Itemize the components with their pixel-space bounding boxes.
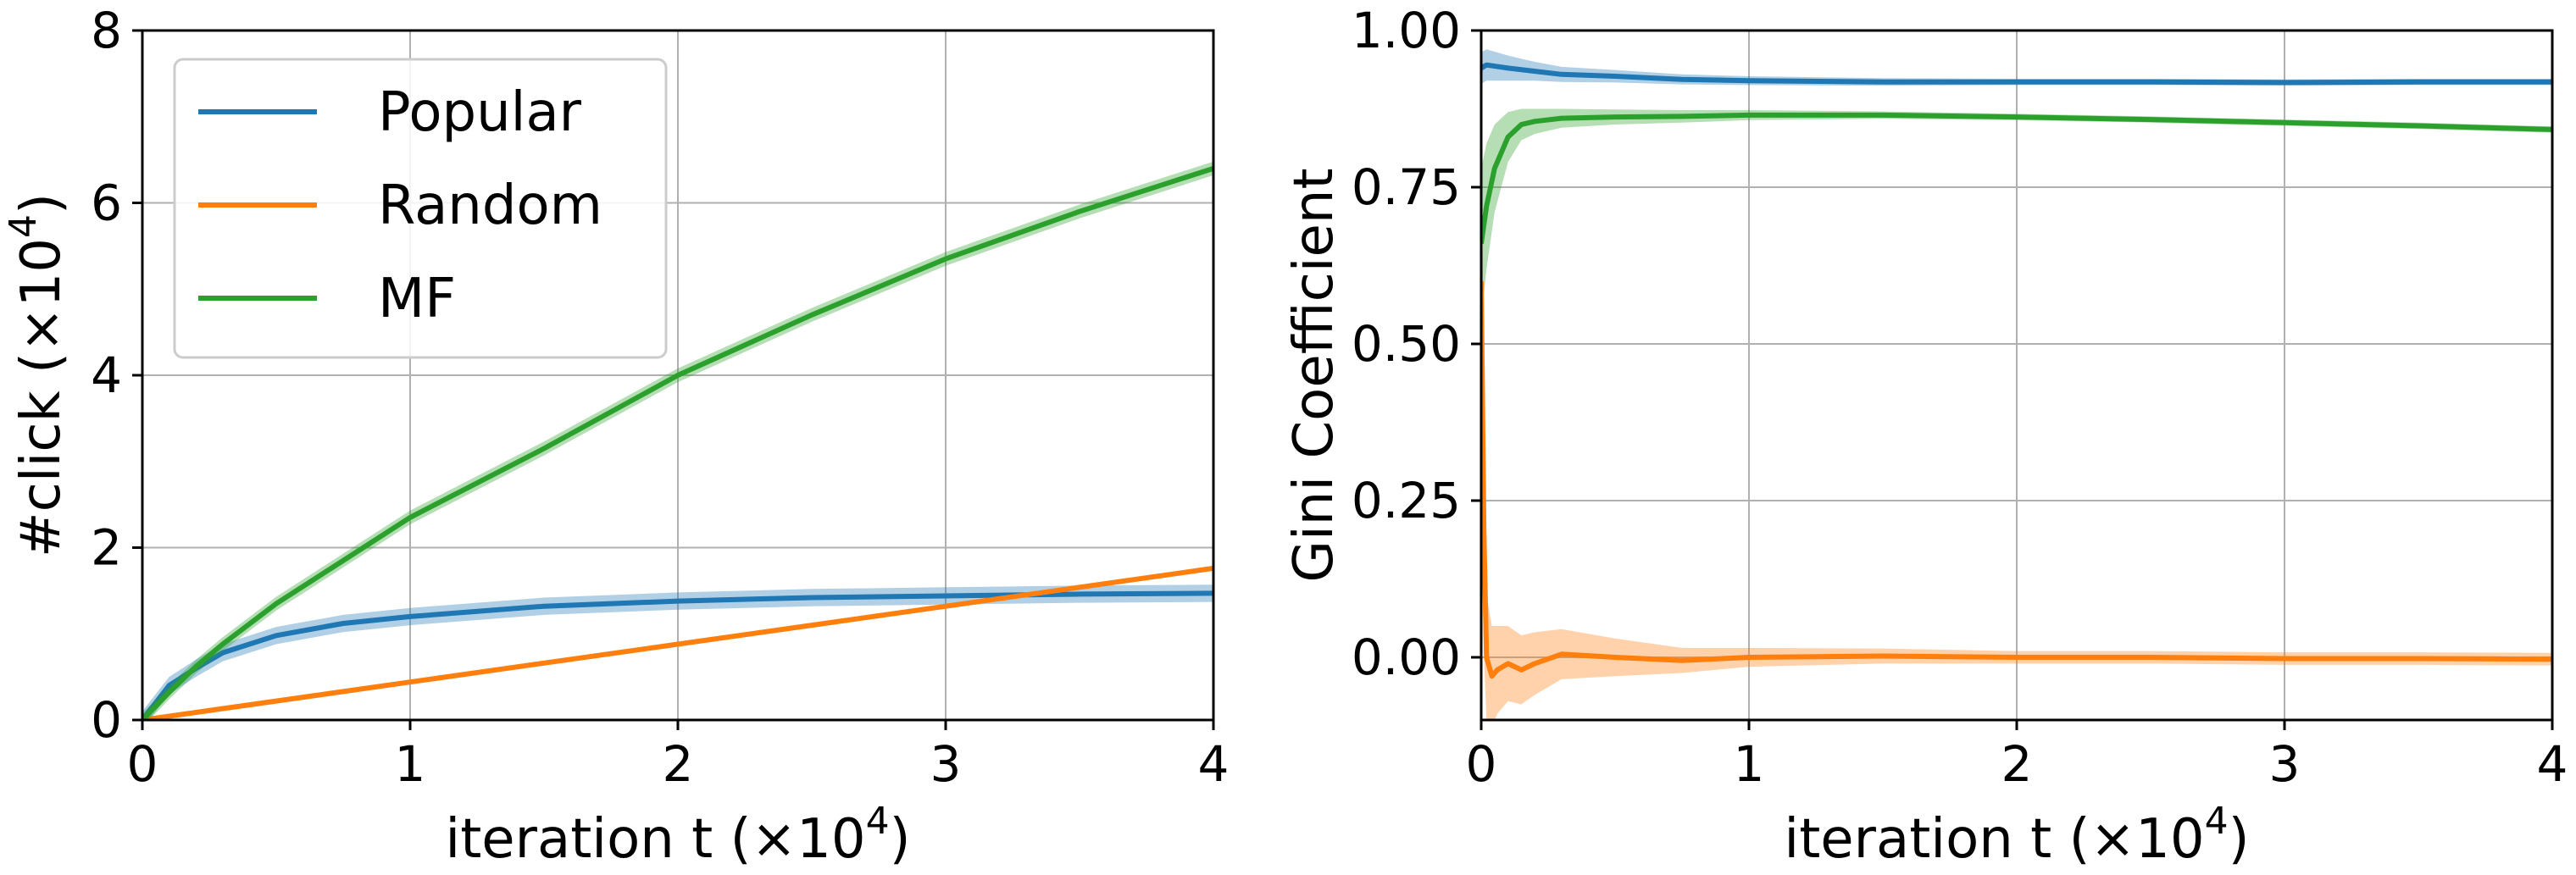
series-band-1 [1481,49,2552,86]
y-tick-label: 0.75 [1352,158,1461,216]
y-tick-label: 0.00 [1352,629,1461,686]
x-tick-label: 1 [1734,735,1765,793]
grid-lines [1480,30,2553,720]
x-tick-label: 0 [127,735,158,793]
chart-1: 0 1 2 3 4 0 2 4 6 8 iteration t (×104) #click (×104… [2,2,1229,871]
y-tick-label: 1.00 [1352,2,1461,59]
x-tick-label: 2 [2001,735,2033,793]
legend-label: Popular [378,81,582,144]
x-tick-label: 1 [395,735,426,793]
x-tick-label: 4 [1198,735,1230,793]
legend: Popular Random MF [173,58,668,359]
x-tick-label: 3 [930,735,962,793]
legend-box [173,58,668,359]
y-axis-label: #click (×104) [2,193,73,557]
legend-label: MF [378,268,456,330]
y-tick-label: 0.50 [1352,315,1461,373]
x-tick-label: 2 [663,735,694,793]
y-tick-label: 0 [91,691,122,749]
y-tick-label: 8 [91,2,122,59]
x-axis-label: iteration t (×104) [445,800,910,871]
x-axis-label: iteration t (×104) [1784,800,2249,871]
series-line-random [142,565,1213,720]
x-tick-label: 3 [2269,735,2301,793]
ticks: 0 1 2 3 4 0.00 0.25 0.50 0.75 1.00 [1352,2,2568,793]
y-tick-label: 6 [91,174,122,232]
legend-label: Random [378,174,602,237]
plot-area [1481,49,2552,720]
y-tick-label: 0.25 [1352,472,1461,529]
series-line-2 [1481,112,2552,245]
y-axis-label: Gini Coefficient [1283,168,1346,582]
series-line-3 [1481,280,2552,679]
x-tick-label: 0 [1466,735,1497,793]
series-line-mf [142,165,1213,720]
y-tick-label: 2 [91,519,122,577]
ticks: 0 1 2 3 4 0 2 4 6 8 [91,2,1229,793]
plot-area [142,161,1213,720]
y-tick-label: 4 [91,346,122,404]
chart-2: 0 1 2 3 4 0.00 0.25 0.50 0.75 1.00 iteration t (×1… [1283,2,2568,871]
x-tick-label: 4 [2537,735,2568,793]
series-line-1 [1481,62,2552,86]
